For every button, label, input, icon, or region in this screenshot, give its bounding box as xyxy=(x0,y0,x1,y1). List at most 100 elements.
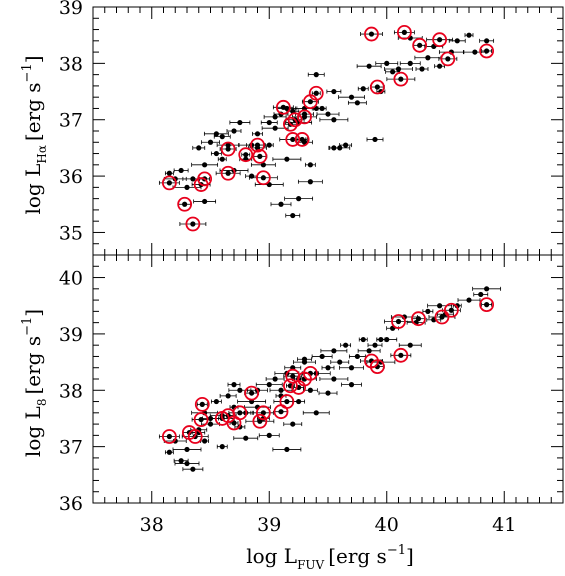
data-point xyxy=(213,398,219,405)
y-tick-label: 38 xyxy=(59,380,83,402)
highlight-circle xyxy=(185,216,201,232)
highlight-circle xyxy=(279,394,295,409)
highlight-circle xyxy=(161,429,177,444)
highlight-circle xyxy=(411,311,426,327)
highlight-circle xyxy=(412,37,428,53)
data-point xyxy=(231,420,237,426)
y-tick-label: 36 xyxy=(59,166,83,188)
data-point xyxy=(419,66,425,72)
data-point xyxy=(378,336,384,343)
data-point xyxy=(307,99,313,105)
data-point xyxy=(198,416,204,423)
data-point xyxy=(202,438,208,444)
bottom-panel: 36 37 38 39 40 38 39 40 41 xyxy=(59,254,564,536)
data-point xyxy=(184,446,190,453)
data-point xyxy=(243,152,249,158)
data-point xyxy=(348,382,355,388)
data-point xyxy=(257,153,263,159)
data-point xyxy=(266,382,272,388)
y-tick-label: 39 xyxy=(59,0,83,19)
data-point xyxy=(374,84,380,90)
highlight-circle xyxy=(244,385,260,401)
data-point xyxy=(466,32,472,38)
highlight-circle xyxy=(302,365,318,381)
data-point xyxy=(249,390,255,396)
highlight-circle xyxy=(364,26,379,42)
data-point xyxy=(372,342,378,348)
bottom-xlabel: log LFUV [erg s−1] xyxy=(246,543,414,572)
data-point xyxy=(417,42,423,48)
data-point xyxy=(190,221,196,227)
data-point xyxy=(166,180,172,186)
data-point xyxy=(254,131,261,137)
highlight-circle xyxy=(177,196,193,212)
data-point xyxy=(272,125,278,131)
data-point xyxy=(225,170,231,176)
data-point xyxy=(290,373,296,379)
bottom-ylabel: log L8[erg s−1] xyxy=(20,309,49,457)
data-point xyxy=(331,88,337,95)
highlight-circle xyxy=(238,147,254,163)
data-point xyxy=(484,38,490,44)
highlight-circle xyxy=(396,24,412,40)
data-point xyxy=(260,175,266,181)
data-point xyxy=(266,142,272,148)
highlight-circle xyxy=(297,109,312,125)
data-point xyxy=(325,365,331,371)
data-point xyxy=(415,316,422,322)
data-point xyxy=(207,139,214,145)
data-point xyxy=(237,387,243,393)
highlight-circle xyxy=(282,378,298,394)
highlight-circle xyxy=(232,405,248,421)
highlight-circle xyxy=(194,396,210,412)
data-point xyxy=(395,318,402,325)
highlight-circle xyxy=(197,171,213,187)
data-point xyxy=(390,69,396,75)
data-point xyxy=(260,162,266,168)
data-point xyxy=(184,460,190,467)
top-ylabel: log LHα[erg s−1] xyxy=(20,55,49,214)
highlight-circle xyxy=(391,314,406,329)
data-point xyxy=(366,63,372,69)
highlight-circle xyxy=(220,165,236,181)
data-point xyxy=(202,162,208,168)
data-point xyxy=(313,410,319,416)
data-point xyxy=(190,466,196,472)
data-point xyxy=(331,117,337,123)
x-tick-label: 40 xyxy=(375,514,399,536)
data-point xyxy=(213,150,219,157)
data-point xyxy=(199,401,205,407)
x-tick-label: 39 xyxy=(257,514,281,536)
highlight-circle xyxy=(440,51,456,67)
y-tick-label: 35 xyxy=(59,222,83,244)
data-point xyxy=(325,390,331,396)
highlight-circle xyxy=(250,137,265,153)
data-point xyxy=(237,410,243,416)
data-point xyxy=(231,128,237,134)
data-point xyxy=(398,352,404,358)
data-point xyxy=(290,421,296,427)
data-point xyxy=(296,196,302,202)
data-point xyxy=(348,365,355,371)
data-point xyxy=(425,55,431,61)
data-point xyxy=(219,134,225,140)
data-point xyxy=(337,145,343,151)
data-point xyxy=(354,353,360,360)
highlight-circle xyxy=(393,71,409,87)
data-point xyxy=(331,145,337,151)
data-point xyxy=(439,314,445,320)
y-tick-label: 37 xyxy=(59,110,83,132)
data-point xyxy=(166,170,172,176)
data-point xyxy=(407,60,413,66)
data-point xyxy=(307,162,313,168)
data-point xyxy=(484,48,490,54)
top-panel: 35 36 37 38 39 xyxy=(59,0,564,256)
data-point xyxy=(284,398,290,405)
data-point xyxy=(484,286,490,292)
data-point xyxy=(207,421,214,427)
data-point xyxy=(202,198,208,205)
highlight-circle xyxy=(432,32,448,48)
data-point xyxy=(190,176,196,182)
highlight-circle xyxy=(285,132,301,147)
data-point xyxy=(398,76,404,82)
